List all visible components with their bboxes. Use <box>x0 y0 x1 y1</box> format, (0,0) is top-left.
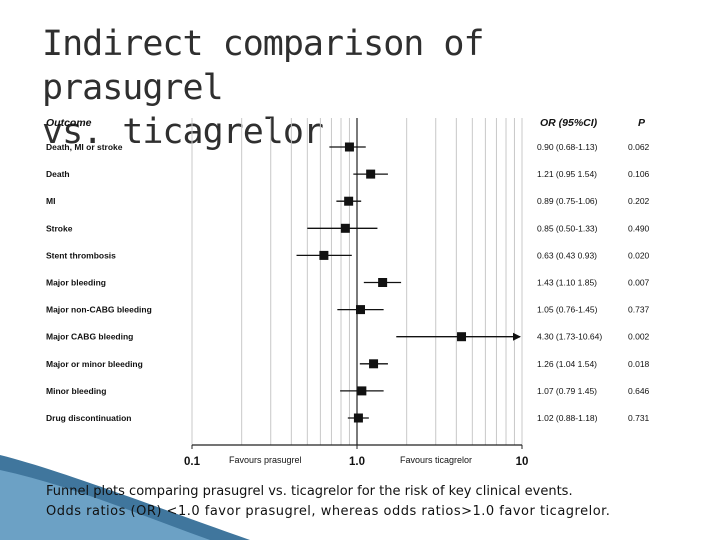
outcome-label: Stent thrombosis <box>46 250 116 260</box>
p-value-label: 0.731 <box>628 413 650 423</box>
ci-label: 0.90 (0.68-1.13) <box>537 142 598 152</box>
outcome-label: Major CABG bleeding <box>46 332 133 342</box>
point-estimate <box>357 386 367 396</box>
outcome-label: Stroke <box>46 223 73 233</box>
point-estimate <box>366 169 376 179</box>
xlabel-left: Favours prasugrel <box>229 455 302 465</box>
point-estimate <box>378 278 388 287</box>
outcome-label: Major non-CABG bleeding <box>46 305 152 315</box>
outcome-label: Minor bleeding <box>46 386 106 396</box>
outcome-label: Major bleeding <box>46 278 106 288</box>
caption-line-1: Funnel plots comparing prasugrel vs. tic… <box>46 484 573 499</box>
decorative-swoosh <box>0 455 250 540</box>
ci-label: 1.43 (1.10 1.85) <box>537 278 597 288</box>
grid-layer <box>191 118 523 449</box>
ci-label: 1.02 (0.88-1.18) <box>537 413 598 423</box>
p-value-label: 0.002 <box>628 332 650 342</box>
point-estimate <box>344 196 354 206</box>
figure-caption: Funnel plots comparing prasugrel vs. tic… <box>46 482 706 522</box>
point-estimate <box>340 223 350 233</box>
p-value-label: 0.202 <box>628 196 650 206</box>
ci-arrow <box>513 332 521 341</box>
xlabel-right: Favours ticagrelor <box>400 455 472 465</box>
p-value-label: 0.490 <box>628 223 650 233</box>
ci-label: 0.85 (0.50-1.33) <box>537 223 598 233</box>
x-tick-label: 10 <box>516 456 529 468</box>
marks-layer <box>296 142 521 423</box>
caption-line-2: Odds ratios (OR) <1.0 favor prasugrel, w… <box>46 504 611 519</box>
point-estimate <box>344 142 354 152</box>
p-value-label: 0.646 <box>628 386 650 396</box>
x-tick-label: 1.0 <box>349 456 365 468</box>
p-value-label: 0.007 <box>628 278 650 288</box>
header-p: P <box>638 117 646 129</box>
point-estimate <box>355 305 365 315</box>
title-line-1: Indirect comparison of prasugrel <box>42 24 485 108</box>
header-outcome: Outcome <box>46 117 92 129</box>
outcome-label: Major or minor bleeding <box>46 359 143 369</box>
labels-layer: Outcome OR (95%CI) P Favours prasugrel F… <box>46 117 650 468</box>
p-value-label: 0.062 <box>628 142 650 152</box>
outcome-label: Death, MI or stroke <box>46 142 123 152</box>
x-tick-label: 0.1 <box>184 456 201 468</box>
ci-label: 0.63 (0.43 0.93) <box>537 250 597 260</box>
ci-label: 1.21 (0.95 1.54) <box>537 169 597 179</box>
outcome-label: Death <box>46 169 70 179</box>
outcome-label: MI <box>46 196 55 206</box>
p-value-label: 0.020 <box>628 250 650 260</box>
outcome-label: Drug discontinuation <box>46 413 131 423</box>
point-estimate <box>369 359 379 369</box>
p-value-label: 0.018 <box>628 359 650 369</box>
ci-label: 1.05 (0.76-1.45) <box>537 305 598 315</box>
header-or: OR (95%CI) <box>540 117 598 129</box>
point-estimate <box>353 413 363 423</box>
ci-label: 1.26 (1.04 1.54) <box>537 359 597 369</box>
point-estimate <box>457 332 467 342</box>
ci-label: 0.89 (0.75-1.06) <box>537 196 598 206</box>
ci-label: 1.07 (0.79 1.45) <box>537 386 597 396</box>
p-value-label: 0.737 <box>628 305 650 315</box>
p-value-label: 0.106 <box>628 169 650 179</box>
slide-title: Indirect comparison of prasugrel vs. tic… <box>42 22 682 154</box>
point-estimate <box>319 250 329 260</box>
ci-label: 4.30 (1.73-10.64) <box>537 332 602 342</box>
title-line-2: vs. ticagrelor <box>42 112 324 152</box>
